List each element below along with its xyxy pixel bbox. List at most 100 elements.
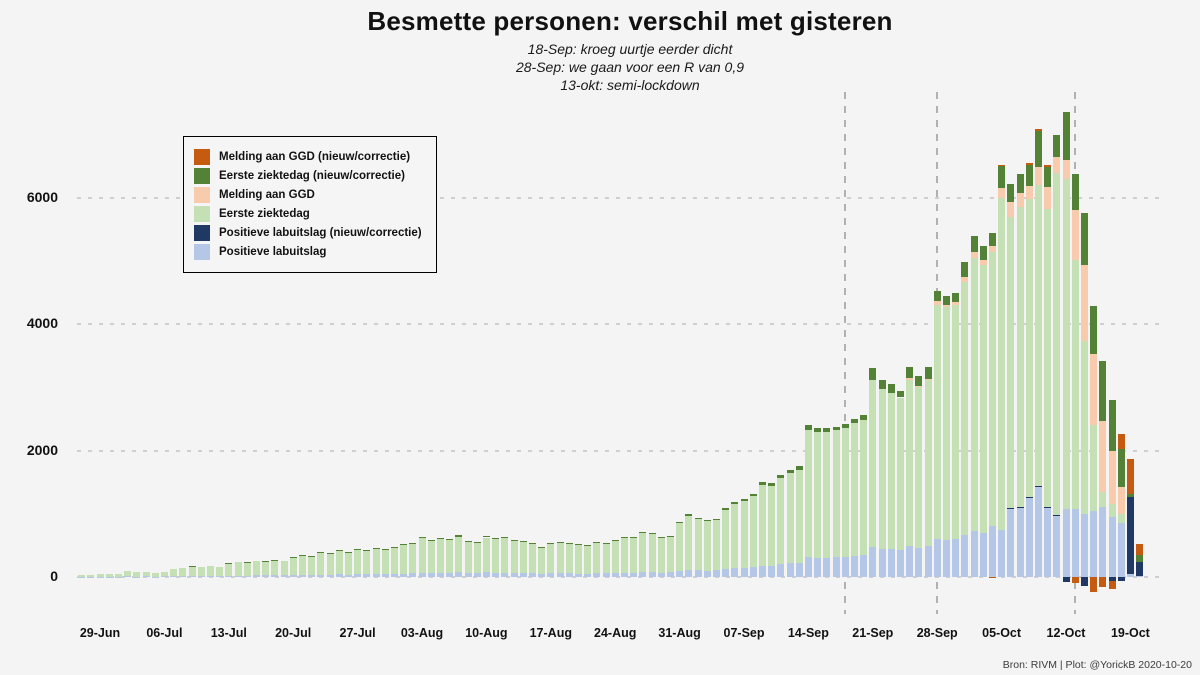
bar-segment-pos_lab (464, 573, 472, 577)
bar-segment-melding (924, 378, 932, 381)
bar-segment-eerste (501, 537, 509, 573)
bar-segment-eerste_corr (933, 291, 941, 302)
bar-segment-eerste_corr (354, 548, 362, 550)
y-axis-tick-label: 2000 (26, 441, 58, 458)
bar-segment-pos_lab (768, 565, 776, 577)
bar-segment-pos_lab (1071, 509, 1079, 577)
bar-segment-eerste (979, 265, 987, 533)
bar-segment-eerste (1090, 425, 1098, 511)
bar-segment-melding (1025, 186, 1033, 199)
bar-segment-pos_lab (492, 572, 500, 577)
bar-segment-pos_lab_corr (1108, 577, 1116, 581)
bar-segment-eerste (749, 496, 757, 568)
x-axis-tick-label: 05-Oct (982, 626, 1022, 640)
bar-segment-eerste_corr (768, 483, 776, 486)
bar-segment-eerste (197, 566, 205, 577)
bar-segment-eerste (804, 429, 812, 558)
bar-segment-eerste_corr (777, 474, 785, 479)
bar-segment-eerste (1080, 341, 1088, 514)
bar-segment-pos_lab (712, 570, 720, 577)
bar-segment-eerste (896, 397, 904, 551)
bar-segment-eerste_corr (731, 501, 739, 505)
bar-segment-melding_corr (1136, 544, 1144, 555)
x-axis-tick-label: 17-Aug (529, 626, 572, 640)
bar-segment-eerste_corr (225, 563, 233, 565)
bar-segment-pos_lab (280, 575, 288, 577)
bar-segment-eerste (878, 388, 886, 549)
bar-segment-eerste_corr (427, 539, 435, 541)
bar-segment-eerste_corr (620, 536, 628, 538)
bar-segment-pos_lab (216, 576, 224, 578)
bar-segment-eerste (924, 380, 932, 547)
bar-segment-pos_lab_corr (1080, 577, 1088, 587)
bar-segment-eerste (1025, 198, 1033, 498)
bar-segment-eerste_corr (363, 550, 371, 552)
bar-segment-pos_lab (694, 570, 702, 577)
bar-segment-eerste (464, 541, 472, 574)
bar-segment-pos_lab (363, 574, 371, 577)
bar-segment-eerste (206, 565, 214, 576)
bar-segment-eerste_corr (308, 556, 316, 558)
bar-segment-eerste_corr (639, 532, 647, 534)
bar-segment-pos_lab (519, 573, 527, 577)
bar-segment-eerste (409, 542, 417, 574)
bar-segment-eerste_corr (1117, 448, 1125, 487)
bar-segment-pos_lab (427, 572, 435, 577)
bar-segment-pos_lab (556, 573, 564, 577)
legend-swatch-pos_lab_corr (194, 225, 210, 241)
bar-segment-eerste (1099, 492, 1107, 508)
bar-segment-eerste (630, 537, 638, 573)
bar-segment-eerste_corr (786, 469, 794, 474)
chart-header: Besmette personen: verschil met gisteren… (60, 6, 1200, 94)
bar-segment-pos_lab (961, 535, 969, 577)
bar-segment-eerste (510, 540, 518, 573)
bar-segment-pos_lab (1034, 486, 1042, 577)
bar-segment-eerste_corr (602, 542, 610, 544)
bar-segment-eerste (777, 478, 785, 565)
bar-segment-eerste_corr (317, 552, 325, 554)
bar-segment-pos_lab (952, 539, 960, 577)
bar-segment-pos_lab_corr (1025, 497, 1033, 499)
bar-segment-eerste (1044, 209, 1052, 507)
bar-segment-pos_lab (740, 567, 748, 577)
bar-segment-eerste_corr (262, 560, 270, 562)
bar-segment-melding (1044, 187, 1052, 210)
bar-segment-pos_lab_corr (1016, 506, 1024, 508)
bar-segment-eerste (298, 555, 306, 575)
bar-segment-pos_lab (243, 575, 251, 577)
legend-label: Positieve labuitslag (219, 246, 327, 258)
bar-segment-eerste_corr (823, 427, 831, 433)
bar-segment-eerste_corr (685, 513, 693, 516)
bar-segment-eerste (170, 568, 178, 577)
bar-segment-eerste (850, 423, 858, 556)
bar-segment-pos_lab (648, 572, 656, 577)
bar-segment-eerste_corr (758, 482, 766, 486)
bar-segment-eerste (1062, 179, 1070, 509)
legend: Melding aan GGD (nieuw/correctie) Eerste … (183, 136, 437, 273)
bar-segment-eerste (216, 566, 224, 577)
bar-segment-eerste_corr (390, 546, 398, 548)
bar-segment-pos_lab (206, 575, 214, 577)
x-axis-tick-label: 12-Oct (1046, 626, 1086, 640)
bar-segment-eerste (1053, 173, 1061, 515)
bar-segment-eerste (786, 473, 794, 564)
legend-swatch-eerste (194, 206, 210, 222)
legend-item: Positieve labuitslag (194, 244, 422, 260)
bar-segment-eerste (906, 379, 914, 547)
bar-segment-pos_lab (105, 576, 113, 578)
bar-segment-eerste (114, 574, 122, 577)
bar-segment-pos_lab (896, 550, 904, 577)
bar-segment-melding (1071, 210, 1079, 261)
bar-segment-eerste (271, 560, 279, 576)
bar-segment-pos_lab (418, 572, 426, 577)
bar-segment-pos_lab (170, 576, 178, 578)
legend-item: Melding aan GGD (194, 187, 422, 203)
subtitle-line-3: 13-okt: semi-lockdown (560, 77, 700, 93)
bar-segment-melding (1016, 193, 1024, 207)
bar-segment-pos_lab (832, 557, 840, 577)
bar-segment-eerste (252, 561, 260, 576)
bar-segment-eerste (519, 541, 527, 574)
bar-segment-pos_lab (409, 573, 417, 577)
bar-segment-eerste_corr (703, 519, 711, 522)
bar-segment-melding (979, 260, 987, 266)
